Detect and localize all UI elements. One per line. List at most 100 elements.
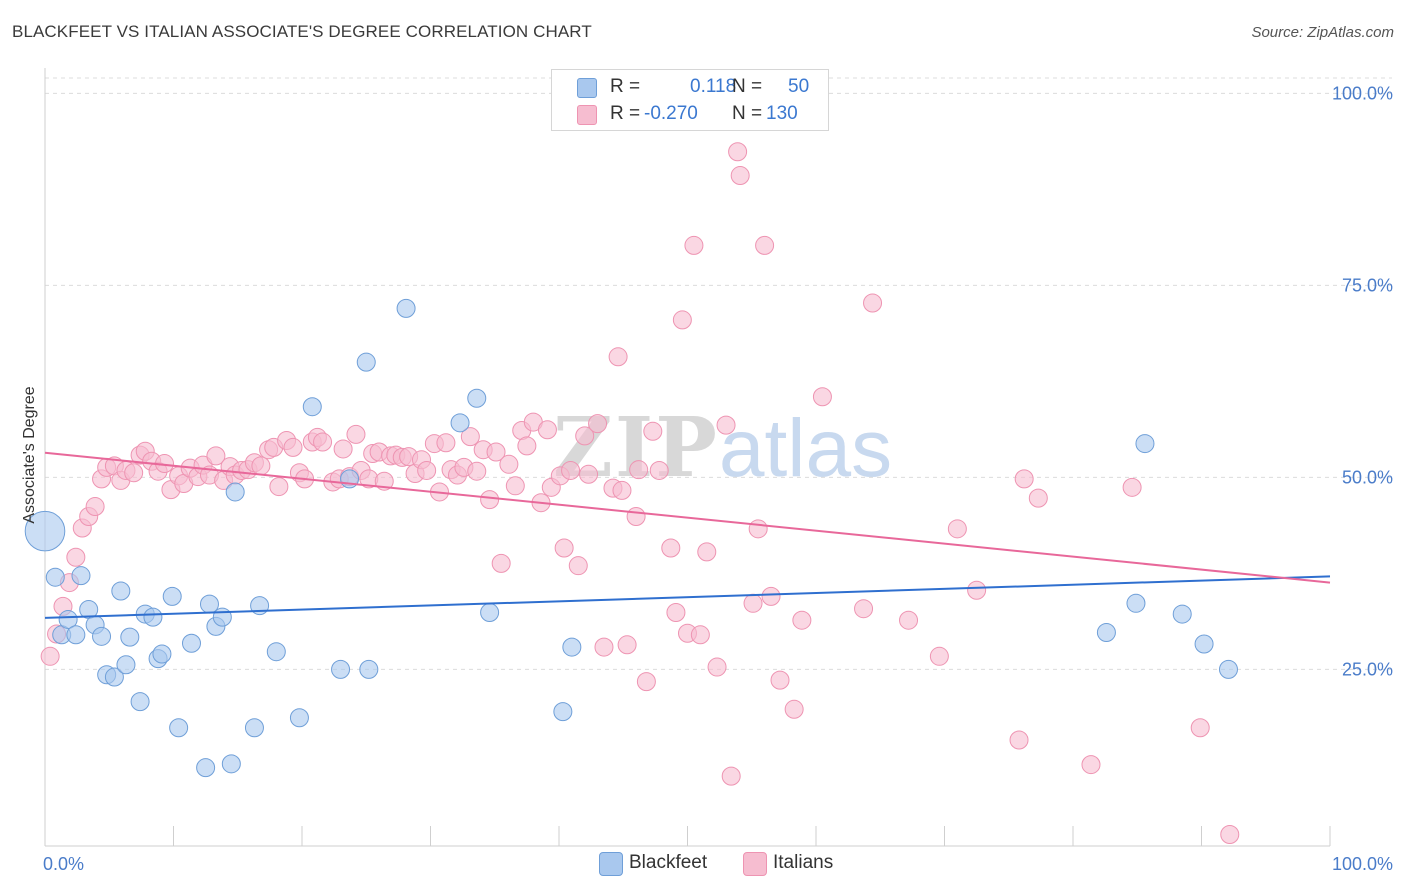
- italians-point: [947, 519, 967, 539]
- italians-point: [1190, 718, 1210, 738]
- italians-point: [251, 456, 271, 476]
- axes: [44, 68, 1331, 847]
- italians-point: [40, 646, 60, 666]
- italians-point: [784, 699, 804, 719]
- blackfeet-legend-label: Blackfeet: [629, 852, 708, 873]
- italians-point: [617, 635, 637, 655]
- italians-n-value: 130: [766, 103, 798, 124]
- blackfeet-point: [45, 567, 65, 587]
- blackfeet-point: [450, 413, 470, 433]
- tick-labels: 25.0% 50.0% 75.0% 100.0% 0.0% 100.0%: [43, 83, 1393, 874]
- italians-point: [761, 586, 781, 606]
- italians-legend-label: Italians: [773, 852, 834, 873]
- blackfeet-point: [71, 566, 91, 586]
- italians-point: [863, 293, 883, 313]
- blackfeet-point: [58, 609, 78, 629]
- italians-point: [666, 603, 686, 623]
- blackfeet-point: [289, 708, 309, 728]
- italians-point: [499, 454, 519, 474]
- italians-point: [643, 421, 663, 441]
- italians-points: [40, 142, 1240, 844]
- watermark-atlas: atlas: [718, 403, 893, 494]
- blackfeet-point: [302, 397, 322, 417]
- italians-point: [517, 436, 537, 456]
- italians-point: [899, 610, 919, 630]
- italians-point: [792, 610, 812, 630]
- source-credit: Source: ZipAtlas.com: [1251, 24, 1394, 41]
- italians-point: [1009, 730, 1029, 750]
- r-label: R =: [610, 103, 641, 124]
- blackfeet-point: [212, 607, 232, 627]
- chart-title: BLACKFEET VS ITALIAN ASSOCIATE'S DEGREE …: [12, 22, 592, 41]
- blackfeet-point: [196, 758, 216, 778]
- y-axis-label: Associate's Degree: [21, 386, 38, 523]
- blackfeet-point: [169, 718, 189, 738]
- italians-point: [755, 235, 775, 255]
- blackfeet-point: [396, 298, 416, 318]
- blackfeet-point: [111, 581, 131, 601]
- italians-point: [697, 542, 717, 562]
- italians-point: [730, 166, 750, 186]
- blackfeet-point: [225, 482, 245, 502]
- italians-point: [1220, 824, 1240, 844]
- blackfeet-point: [104, 667, 124, 687]
- italians-point: [636, 672, 656, 692]
- italians-r-value: -0.270: [644, 103, 698, 124]
- italians-point: [612, 480, 632, 500]
- blackfeet-n-value: 50: [788, 76, 810, 97]
- blackfeet-point: [143, 607, 163, 627]
- italians-point: [579, 464, 599, 484]
- y-tick-label: 50.0%: [1342, 467, 1393, 487]
- italians-swatch: [577, 105, 597, 125]
- italians-point: [467, 461, 487, 481]
- y-tick-label: 100.0%: [1332, 83, 1393, 103]
- blackfeet-point: [1172, 604, 1192, 624]
- italians-point: [728, 142, 748, 162]
- blackfeet-point: [467, 388, 487, 408]
- italians-point: [967, 580, 987, 600]
- blackfeet-trend-line: [44, 575, 1331, 619]
- italians-point: [417, 460, 437, 480]
- italians-point: [460, 427, 480, 447]
- italians-point: [721, 766, 741, 786]
- n-label: N =: [732, 76, 763, 97]
- italians-point: [1122, 477, 1142, 497]
- blackfeet-point: [359, 659, 379, 679]
- italians-point: [85, 497, 105, 517]
- italians-point: [748, 519, 768, 539]
- blackfeet-point: [244, 718, 264, 738]
- italians-point: [66, 547, 86, 567]
- blackfeet-point: [181, 633, 201, 653]
- italians-trend-line: [44, 451, 1331, 584]
- italians-point: [661, 538, 681, 558]
- blackfeet-point: [480, 603, 500, 623]
- italians-point: [568, 556, 588, 576]
- blackfeet-point: [1218, 659, 1238, 679]
- r-label: R =: [610, 76, 641, 97]
- italians-point: [313, 432, 333, 452]
- italians-point: [649, 460, 669, 480]
- italians-point: [594, 637, 614, 657]
- italians-point: [480, 490, 500, 510]
- x-tick-label: 100.0%: [1332, 854, 1393, 874]
- italians-point: [672, 310, 692, 330]
- blackfeet-r-value: 0.118: [690, 76, 737, 97]
- correlation-legend: R = 0.118 N = 50 R = -0.270 N = 130: [551, 69, 829, 131]
- italians-point: [537, 420, 557, 440]
- blackfeet-point: [340, 469, 360, 489]
- blackfeet-point: [553, 702, 573, 722]
- italians-point: [684, 235, 704, 255]
- legend-row-italians: R = -0.270 N = 130: [552, 101, 828, 127]
- italians-point: [716, 415, 736, 435]
- italians-point: [1028, 488, 1048, 508]
- italians-point: [743, 593, 763, 613]
- italians-point: [812, 387, 832, 407]
- blackfeet-point: [162, 586, 182, 606]
- italians-point: [436, 433, 456, 453]
- n-label: N =: [732, 103, 763, 124]
- italians-point: [1081, 755, 1101, 775]
- italians-point: [346, 424, 366, 444]
- blackfeet-point: [562, 637, 582, 657]
- y-tick-label: 25.0%: [1342, 659, 1393, 679]
